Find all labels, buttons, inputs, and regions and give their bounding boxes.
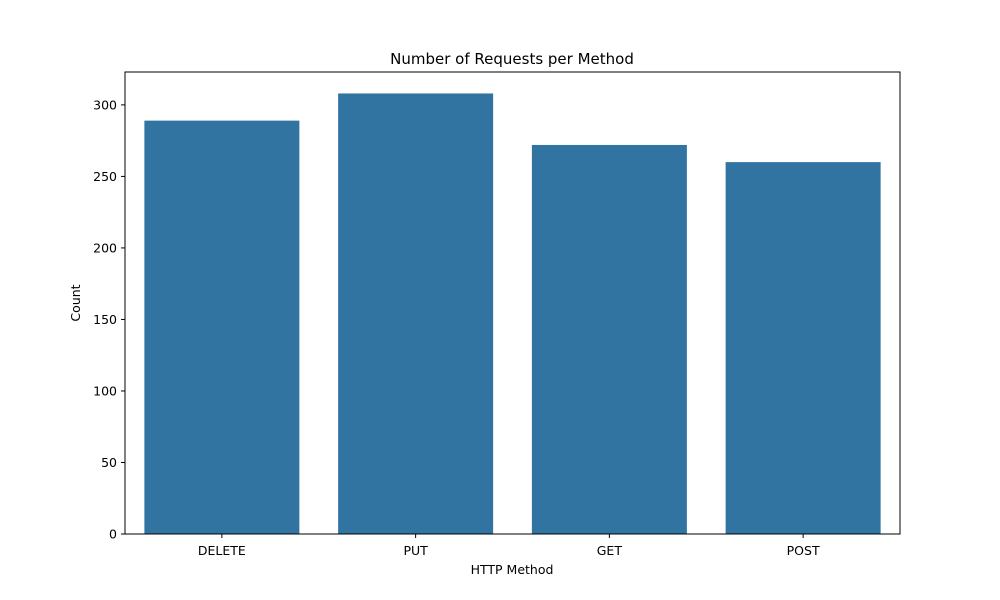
y-tick-label: 0 [109, 527, 117, 542]
x-tick-label: GET [597, 543, 623, 558]
x-tick-label: DELETE [198, 543, 246, 558]
chart-title: Number of Requests per Method [390, 50, 634, 68]
x-axis-label: HTTP Method [471, 562, 554, 577]
bar-get [531, 144, 687, 534]
y-axis-label: Count [68, 284, 83, 321]
x-tick-label: PUT [403, 543, 428, 558]
bars-layer [144, 93, 881, 535]
x-axis: DELETE PUT GET POST [198, 534, 820, 558]
y-tick-label: 200 [93, 240, 117, 255]
y-tick-label: 50 [101, 455, 117, 470]
x-tick-label: POST [787, 543, 820, 558]
y-tick-label: 300 [93, 97, 117, 112]
bar-delete [144, 120, 300, 534]
y-axis: 0 50 100 150 200 250 300 [93, 97, 125, 542]
y-tick-label: 150 [93, 312, 117, 327]
y-tick-label: 250 [93, 169, 117, 184]
bar-post [725, 162, 881, 535]
bar-put [338, 93, 494, 535]
plot-frame [124, 71, 901, 535]
y-tick-label: 100 [93, 383, 117, 398]
